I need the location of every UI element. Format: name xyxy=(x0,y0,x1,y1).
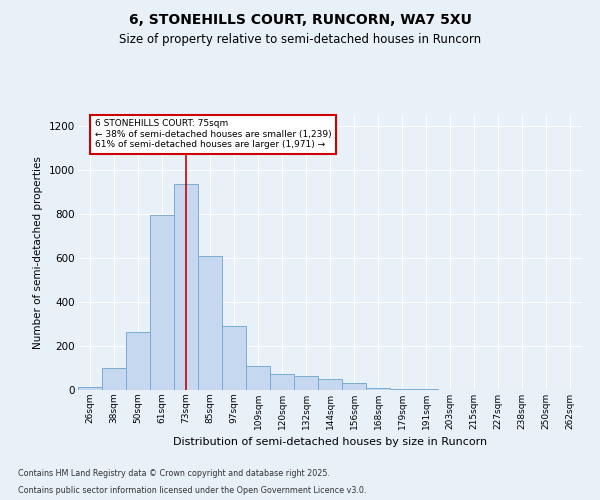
Text: 6 STONEHILLS COURT: 75sqm
← 38% of semi-detached houses are smaller (1,239)
61% : 6 STONEHILLS COURT: 75sqm ← 38% of semi-… xyxy=(95,120,331,149)
Bar xyxy=(270,374,294,390)
Bar xyxy=(150,215,174,390)
Bar xyxy=(174,184,198,390)
Bar xyxy=(246,366,270,390)
Bar xyxy=(294,376,318,390)
Text: Size of property relative to semi-detached houses in Runcorn: Size of property relative to semi-detach… xyxy=(119,32,481,46)
Bar xyxy=(126,332,150,390)
Text: Contains HM Land Registry data © Crown copyright and database right 2025.: Contains HM Land Registry data © Crown c… xyxy=(18,468,330,477)
Bar xyxy=(318,379,342,390)
Bar xyxy=(222,326,246,390)
Y-axis label: Number of semi-detached properties: Number of semi-detached properties xyxy=(34,156,43,349)
Bar xyxy=(198,256,222,390)
Text: Contains public sector information licensed under the Open Government Licence v3: Contains public sector information licen… xyxy=(18,486,367,495)
Bar xyxy=(102,368,126,390)
Text: 6, STONEHILLS COURT, RUNCORN, WA7 5XU: 6, STONEHILLS COURT, RUNCORN, WA7 5XU xyxy=(128,12,472,26)
Bar xyxy=(390,389,414,390)
Bar xyxy=(342,384,366,390)
X-axis label: Distribution of semi-detached houses by size in Runcorn: Distribution of semi-detached houses by … xyxy=(173,438,487,448)
Bar xyxy=(366,388,390,390)
Bar xyxy=(78,386,102,390)
